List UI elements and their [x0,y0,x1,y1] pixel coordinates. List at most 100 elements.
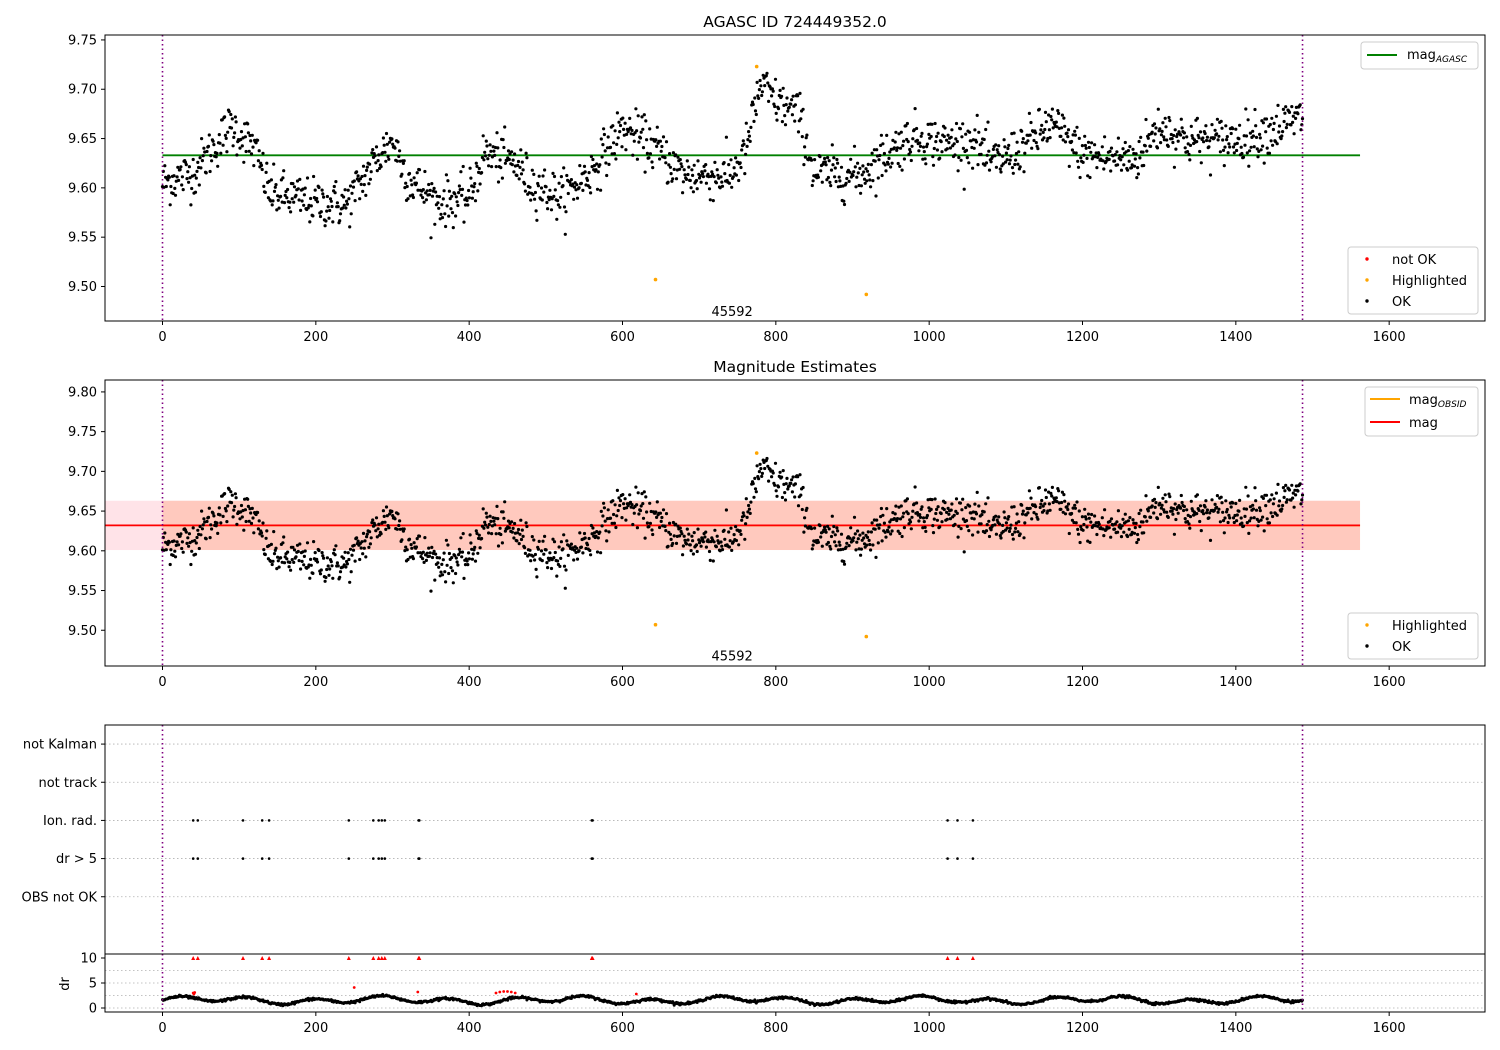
ok-point [1201,509,1205,513]
ok-point [1267,521,1272,525]
ok-point [973,128,977,132]
ok-point [564,210,568,214]
ok-point [344,206,348,210]
ok-point [1038,505,1042,510]
ok-point [722,528,726,533]
dr-clipped-marker [195,956,200,960]
ok-point [1243,514,1247,519]
ok-point [760,474,764,478]
legend-highlighted-marker [1365,278,1369,282]
ok-point [865,543,869,547]
ok-point [631,153,635,157]
ok-point [384,527,388,532]
ok-point [763,84,767,88]
ok-point [582,164,587,168]
ok-point [875,518,879,522]
ok-point [444,580,448,584]
ok-point [1248,131,1252,135]
ok-point [1016,162,1020,166]
ok-point [605,146,610,150]
ok-point [207,133,211,137]
ok-point [257,519,261,523]
ok-point [416,551,420,555]
ok-point [421,196,425,200]
ok-point [346,551,350,555]
ok-point [189,562,193,567]
ok-point [329,199,333,203]
ok-point [168,203,172,207]
ok-point [1176,511,1180,515]
ok-point [824,530,828,534]
ok-point [317,548,321,553]
ok-point [1034,131,1038,135]
ok-point [564,568,568,572]
ok-point [347,197,351,201]
ok-point [744,152,748,156]
flag-point [196,857,200,860]
ok-point [827,159,831,163]
ok-point [771,89,775,93]
ok-point [277,565,281,569]
ok-point [483,520,487,524]
ok-point [913,107,917,111]
ok-point [581,188,585,192]
ok-point [1251,507,1255,511]
ok-point [789,481,793,485]
ok-point [1039,502,1043,506]
ok-point [1126,534,1130,539]
ok-point [604,529,608,533]
ok-point [360,540,364,544]
ok-point [1113,527,1117,531]
ok-point [759,467,763,471]
ok-point [520,160,524,164]
ok-point [685,159,689,163]
ok-point [648,127,652,131]
ok-point [1195,116,1199,120]
ok-point [437,556,442,560]
ok-point [645,510,649,514]
ok-point [1049,491,1053,495]
ok-point [1225,135,1229,139]
ok-point [895,517,900,521]
ok-point [1271,127,1275,132]
y-tick-label: 9.60 [68,181,97,196]
ok-point [219,521,223,525]
ok-point [1254,135,1259,139]
ok-point [172,174,176,178]
ok-point [569,542,574,546]
ok-point [217,506,221,510]
ok-point [1082,522,1086,527]
ok-point [620,145,624,149]
ok-point [256,527,260,531]
ok-point [511,158,515,162]
ok-point [637,512,641,516]
ok-point [1180,500,1184,505]
ok-point [687,532,691,536]
ok-point [1291,496,1295,500]
ok-point [1076,159,1080,163]
ok-point [833,175,837,179]
ok-point [215,521,219,525]
ok-point [1039,128,1043,132]
ok-point [376,527,380,531]
ok-point [668,165,673,169]
ok-point [1137,511,1141,516]
ok-point [1136,538,1140,542]
ok-point [1026,511,1030,515]
ok-point [515,173,519,178]
ok-point [520,528,524,532]
ok-point [1132,151,1136,156]
ok-point [1171,512,1175,516]
ok-point [311,571,315,576]
ok-point [1004,521,1009,525]
ok-point [328,567,332,571]
ok-point [195,169,199,173]
ok-point [498,526,502,530]
ok-point [905,121,910,126]
estimates-x-axis: 0 200 400 600 800 1000 1200 1400 1600 [158,666,1406,690]
ok-point [1084,517,1088,521]
x-tick-label: 0 [158,675,166,690]
ok-point [393,146,397,150]
ok-point [1174,517,1178,522]
ok-point [1138,525,1142,529]
